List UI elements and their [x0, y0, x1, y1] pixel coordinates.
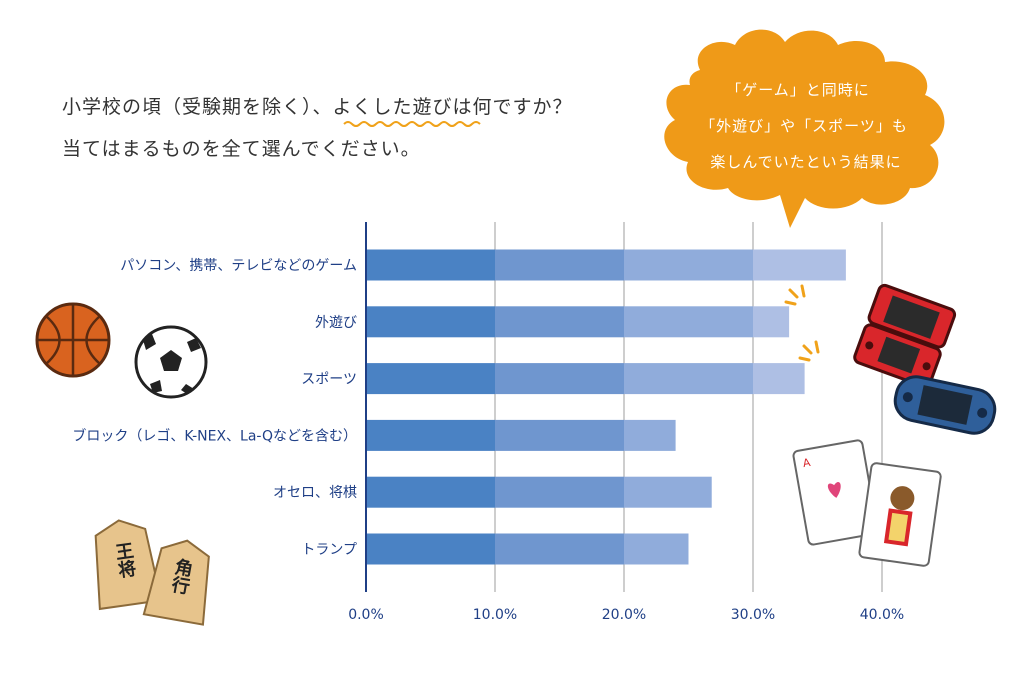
bar-segment	[366, 306, 495, 338]
shogi-pieces-icon: 王将 角行	[94, 519, 210, 626]
x-tick-label: 0.0%	[348, 607, 384, 623]
shogi-piece-1: 王将	[111, 541, 137, 580]
portable-console-icon	[893, 375, 997, 435]
callout-bubble: 「ゲーム」と同時に 「外遊び」や「スポーツ」も 楽しんでいたという結果に	[664, 29, 945, 228]
emphasis-marks	[784, 284, 820, 362]
callout-cloud	[664, 29, 945, 228]
bar-segment	[753, 306, 790, 338]
bar-segment	[624, 533, 689, 565]
bar-segment	[753, 249, 846, 281]
category-label: ブロック（レゴ、K-NEX、La-Qなどを含む）	[72, 427, 357, 444]
question-text-1: 小学校の頃（受験期を除く）、よくした遊びは何ですか？	[62, 96, 573, 118]
category-label: スポーツ	[301, 372, 357, 388]
question-line-1: 小学校の頃（受験期を除く）、よくした遊びは何ですか？	[62, 92, 573, 119]
x-tick-label: 10.0%	[473, 607, 517, 623]
question-text-2: 当てはまるものを全て選んでください。	[62, 138, 421, 160]
bar-segment	[495, 306, 624, 338]
category-label: オセロ、将棋	[273, 485, 357, 501]
bar-segment	[624, 363, 753, 395]
handheld-console-icon	[853, 283, 957, 388]
bar-segment	[495, 476, 624, 508]
bar	[366, 249, 846, 281]
x-tick-labels: 0.0% 10.0% 20.0% 30.0% 40.0%	[348, 607, 904, 623]
bar	[366, 533, 689, 565]
category-labels: パソコン、携帯、テレビなどのゲーム外遊びスポーツブロック（レゴ、K-NEX、La…	[72, 258, 357, 558]
callout-line-1: 「ゲーム」と同時に	[726, 81, 870, 99]
question-line-2: 当てはまるものを全て選んでください。	[62, 134, 421, 161]
bar-segment	[495, 419, 624, 451]
bar-segment	[366, 249, 495, 281]
basketball-icon	[35, 302, 111, 378]
x-tick-label: 30.0%	[731, 607, 775, 623]
bar-segment	[624, 306, 753, 338]
x-tick-label: 40.0%	[860, 607, 904, 623]
soccer-ball-icon	[134, 325, 208, 399]
highlight-wave	[343, 121, 481, 127]
bar-segment	[366, 419, 495, 451]
category-label: 外遊び	[315, 315, 357, 331]
bar-segment	[753, 363, 805, 395]
bar-segment	[495, 533, 624, 565]
bar	[366, 363, 805, 395]
svg-text:A: A	[802, 456, 812, 470]
x-tick-label: 20.0%	[602, 607, 646, 623]
playing-cards-icon: A	[792, 439, 942, 567]
bar-segment	[495, 363, 624, 395]
bar	[366, 306, 790, 338]
bar-segment	[624, 419, 676, 451]
bar-segment	[366, 476, 495, 508]
bar-segment	[366, 363, 495, 395]
bar-segment	[624, 249, 753, 281]
bar	[366, 476, 712, 508]
category-label: トランプ	[301, 542, 357, 558]
bar-segment	[495, 249, 624, 281]
category-label: パソコン、携帯、テレビなどのゲーム	[120, 258, 357, 274]
callout-line-2: 「外遊び」や「スポーツ」も	[700, 117, 908, 135]
bar-segment	[366, 533, 495, 565]
callout-line-3: 楽しんでいたという結果に	[710, 153, 901, 171]
bar	[366, 419, 676, 451]
bars	[366, 249, 846, 565]
bar-segment	[624, 476, 712, 508]
